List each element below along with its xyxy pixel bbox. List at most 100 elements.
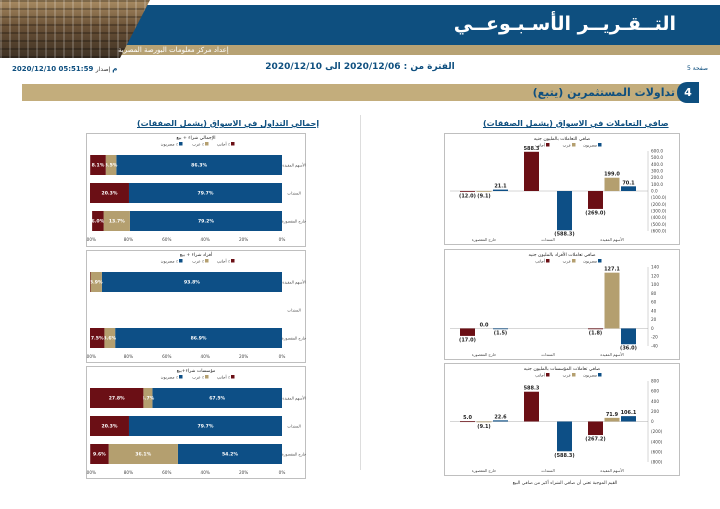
bar-data-label: 106.1 <box>621 410 637 416</box>
chart-title: صافي التعاملات بالمليون جنيه <box>534 137 590 142</box>
legend-label: مصريون ٪ <box>161 374 178 379</box>
report-title: التــقـريــر الأسـبـوعــي <box>453 13 676 35</box>
legend-label: مصريون <box>583 142 597 147</box>
category-label: السندات <box>287 191 300 196</box>
y-tick-label: (300.0) <box>651 209 667 214</box>
legend-swatch <box>231 142 235 146</box>
legend-label: عرب <box>563 258 571 263</box>
legend-swatch <box>572 373 576 377</box>
x-tick-label: 100% <box>86 470 96 475</box>
category-label: خارج المقصورة <box>472 352 497 357</box>
footnote: القيم الموجبة تعني أن صافي الشراء أكبر م… <box>512 481 618 486</box>
y-tick-label: 800 <box>651 379 659 384</box>
x-tick-label: 40% <box>201 237 210 242</box>
bar-data-label: 0.0 <box>480 322 489 328</box>
bar-data-label: 86.9% <box>191 336 207 342</box>
value-bar <box>621 186 636 191</box>
y-tick-label: 0 <box>651 419 654 424</box>
bar-data-label: 7.5% <box>91 336 104 342</box>
x-tick-label: 60% <box>162 354 171 359</box>
y-tick-label: 500.0 <box>651 155 663 160</box>
legend-swatch <box>231 259 235 263</box>
y-tick-label: 400 <box>651 399 659 404</box>
legend-label: مصريون ٪ <box>161 141 178 146</box>
bar-data-label: (588.3) <box>554 453 574 459</box>
legend-label: أجانب <box>535 258 545 263</box>
report-banner: التــقـريــر الأسـبـوعــي إعداد مركز معل… <box>0 0 720 62</box>
legend-label: أجانب ٪ <box>217 374 230 379</box>
value-bar <box>604 417 620 422</box>
bar-data-label: 20.3% <box>102 424 118 430</box>
bar-data-label: 20.3% <box>102 191 118 197</box>
legend-swatch <box>572 259 576 263</box>
y-tick-label: 60 <box>651 300 657 305</box>
bar-segment <box>143 388 153 408</box>
legend-label: مصريون ٪ <box>161 258 178 263</box>
bar-data-label: 5.9% <box>90 280 103 286</box>
legend-swatch <box>205 142 209 146</box>
chart-title: أفراد شراء + بيع <box>180 251 213 258</box>
bar-data-label: 4.7% <box>142 396 155 402</box>
y-tick-label: 0 <box>651 326 654 331</box>
section-title: تداولات المستثمرين (يتبع) <box>532 86 675 99</box>
y-tick-label: (100.0) <box>651 195 667 200</box>
legend-swatch <box>598 373 602 377</box>
category-label: السندات <box>287 424 300 429</box>
category-label: الأسهم المقيدة <box>282 163 305 168</box>
legend-swatch <box>205 375 209 379</box>
chart-individuals-box <box>86 250 306 363</box>
y-tick-label: (800) <box>651 460 663 465</box>
legend-swatch <box>598 259 602 263</box>
issue-info: 2020/12/10 05:51:59 م إصدار <box>12 65 117 73</box>
category-label: السندات <box>541 237 554 242</box>
section-bar <box>22 84 697 101</box>
category-label: الأسهم المقيدة <box>282 396 305 401</box>
bar-data-label: (269.0) <box>585 210 605 216</box>
y-tick-label: 600 <box>651 389 659 394</box>
left-panel-title: إجمالي التداول في الاسواق (يشمل الصفقات) <box>137 119 320 128</box>
x-tick-label: 20% <box>239 470 248 475</box>
bar-data-label: 27.8% <box>109 396 125 402</box>
bar-segment <box>90 444 109 464</box>
bar-segment <box>90 155 106 175</box>
bar-data-label: 22.6 <box>494 414 507 420</box>
banner-blue-band <box>118 5 720 45</box>
legend-label: عرب ٪ <box>192 374 204 379</box>
chart-title: صافي تعاملات الأفراد بالمليون جنيه <box>529 251 596 258</box>
legend-label: مصريون <box>583 258 597 263</box>
bar-segment <box>129 211 282 231</box>
x-tick-label: 80% <box>124 354 133 359</box>
bar-data-label: 93.8% <box>184 280 200 286</box>
bar-data-label: (1.8) <box>589 331 602 337</box>
y-tick-label: (400) <box>651 439 663 444</box>
legend-swatch <box>231 375 235 379</box>
value-bar <box>460 328 475 336</box>
right-panel-title: صافي التعاملات في الاسواق (يشمل الصفقات) <box>483 119 669 128</box>
bar-data-label: 127.1 <box>604 267 620 273</box>
y-tick-label: 100.0 <box>651 182 663 187</box>
value-bar <box>524 391 539 422</box>
net-chart-institutions: صافي تعاملات المؤسسات بالمليون جنيهمصريو… <box>450 367 663 473</box>
legend-swatch <box>179 142 183 146</box>
y-tick-label: (400.0) <box>651 215 667 220</box>
category-label: السندات <box>287 308 300 313</box>
bar-data-label: (9.1) <box>477 424 490 430</box>
legend-swatch <box>546 143 550 147</box>
x-tick-label: 0% <box>279 237 286 242</box>
chart-title: صافي تعاملات المؤسسات بالمليون جنيه <box>524 367 601 372</box>
report-subtitle: إعداد مركز معلومات البورصة المصرية <box>118 46 229 54</box>
bar-data-label: 79.7% <box>198 424 214 430</box>
category-label: الأسهم المقيدة <box>600 237 623 242</box>
x-tick-label: 100% <box>86 354 96 359</box>
bar-segment <box>90 272 91 292</box>
bar-segment <box>90 328 105 348</box>
bar-data-label: 86.3% <box>191 163 207 169</box>
x-tick-label: 20% <box>239 354 248 359</box>
bar-data-label: 199.0 <box>604 172 620 178</box>
x-tick-label: 0% <box>279 354 286 359</box>
legend-label: أجانب ٪ <box>217 258 230 263</box>
bar-segment <box>152 388 282 408</box>
category-label: خارج المقصورة <box>472 237 497 242</box>
value-bar <box>588 191 603 209</box>
x-tick-label: 80% <box>124 470 133 475</box>
